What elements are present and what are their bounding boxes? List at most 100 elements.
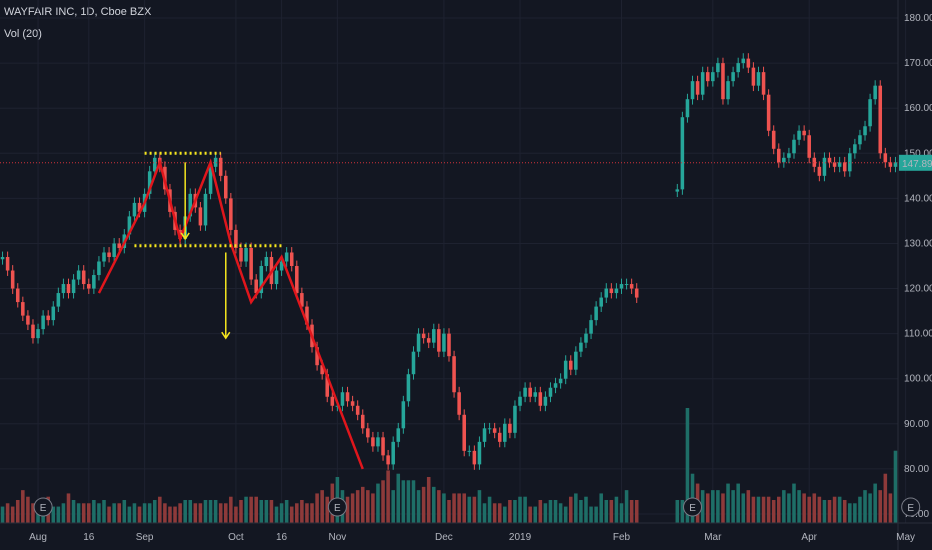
candle: [584, 333, 588, 343]
volume-bar: [269, 500, 274, 523]
volume-bar: [756, 496, 761, 523]
volume-bar: [629, 500, 634, 523]
volume-bar: [848, 503, 852, 523]
volume-bar: [401, 480, 406, 523]
volume-bar: [827, 500, 832, 523]
candle: [700, 72, 705, 95]
time-tick-label: Feb: [613, 532, 631, 543]
candle: [147, 171, 152, 194]
candle: [822, 157, 827, 176]
candle: [315, 347, 319, 366]
volume-bar: [198, 503, 203, 523]
volume-bar: [543, 503, 548, 523]
time-tick-label: Oct: [228, 532, 244, 543]
last-price-label: 147.89: [902, 159, 932, 170]
volume-bar: [452, 493, 456, 523]
volume-bar: [594, 506, 598, 523]
candle: [472, 450, 477, 465]
target-arrow-head: [180, 232, 190, 241]
volume-bar: [604, 500, 609, 523]
volume-bar: [716, 490, 720, 523]
earnings-marker: [683, 497, 703, 517]
volume-bar: [741, 493, 746, 523]
volume-bar: [584, 496, 588, 523]
candle: [46, 315, 50, 321]
volume-bar: [5, 503, 10, 523]
candle: [467, 450, 472, 452]
candle: [289, 252, 294, 267]
candle: [381, 437, 385, 456]
volume-bar: [102, 500, 106, 523]
candle: [716, 63, 720, 73]
volume-bar: [0, 506, 5, 523]
price-tick-label: 120.00: [904, 284, 932, 295]
time-tick-label: 16: [276, 532, 288, 543]
volume-bar: [462, 493, 466, 523]
price-tick-label: 100.00: [904, 374, 932, 385]
candle: [812, 157, 817, 167]
candle: [776, 148, 781, 163]
volume-bar: [538, 500, 543, 523]
candle: [213, 157, 218, 167]
candle: [152, 157, 157, 172]
volume-bar: [274, 506, 279, 523]
volume-bar: [87, 503, 91, 523]
candle: [244, 247, 248, 262]
candle: [604, 288, 609, 298]
candle: [614, 288, 619, 294]
volume-bar: [218, 503, 223, 523]
volume-bar: [426, 477, 431, 523]
candle: [229, 198, 233, 230]
candle: [528, 387, 532, 397]
candle: [279, 261, 284, 271]
candle: [685, 99, 690, 118]
candle: [675, 189, 680, 192]
candle: [330, 396, 335, 406]
time-axis: Aug 16 Sep Oct 16 Nov Dec 2019 Feb Mar Apr May: [0, 522, 932, 543]
candle: [396, 428, 401, 442]
candle: [5, 256, 10, 271]
volume-bar: [518, 496, 522, 523]
volume-bar: [26, 496, 30, 523]
volume-bar: [548, 500, 553, 523]
volume-bar: [705, 493, 710, 523]
price-tick-label: 160.00: [904, 103, 932, 114]
volume-bar: [163, 503, 167, 523]
time-tick-label: Mar: [704, 532, 722, 543]
candle: [325, 374, 330, 397]
candle: [41, 315, 45, 330]
price-tick-label: 170.00: [904, 58, 932, 69]
volume-bar: [787, 493, 791, 523]
candle: [432, 329, 436, 343]
volume-bar: [386, 470, 390, 523]
candle: [518, 396, 522, 406]
candle: [756, 72, 761, 86]
volume-bar: [766, 496, 771, 523]
target-arrow-head: [221, 331, 231, 340]
candle: [787, 153, 791, 158]
volume-bar: [432, 486, 436, 523]
candles: [0, 53, 898, 470]
volume-bar: [837, 496, 842, 523]
candle: [802, 130, 806, 136]
candle: [462, 414, 466, 451]
pattern-trendline: [97, 158, 364, 470]
price-tick-label: 110.00: [904, 329, 932, 340]
volume-bar: [467, 496, 472, 523]
volume-bar: [127, 506, 132, 523]
candle: [543, 396, 548, 406]
candle: [15, 288, 20, 303]
volume-bar: [797, 490, 801, 523]
volume-bar: [21, 490, 25, 523]
candle: [513, 405, 517, 433]
candle: [893, 162, 898, 167]
volume-bar: [152, 500, 157, 523]
candle: [599, 297, 603, 307]
volume-bar: [792, 483, 796, 523]
volume-bar: [112, 503, 116, 523]
candle: [66, 284, 71, 294]
volume-bar: [853, 503, 857, 523]
candle: [624, 284, 629, 286]
volume-bar: [92, 500, 96, 523]
